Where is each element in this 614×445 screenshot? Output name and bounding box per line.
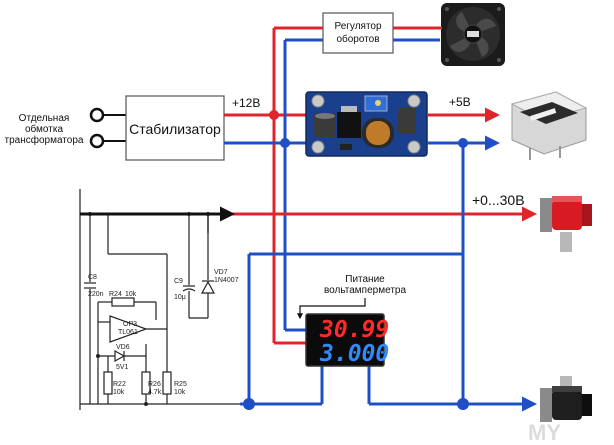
r24-value: 10k xyxy=(125,291,137,298)
volt-ampere-meter: 30.99 3.000 xyxy=(305,313,389,367)
r24-ref: R24 xyxy=(109,291,122,298)
voltmeter-power-line2: вольтамперметра xyxy=(324,285,406,296)
winding-label-line3: трансформатора xyxy=(5,134,84,146)
meter-voltage-display: 30.99 xyxy=(319,317,389,343)
watermark: MY xyxy=(528,420,561,445)
winding-label-line2: обмотка xyxy=(25,123,63,135)
blue-return-wires xyxy=(240,143,537,412)
schematic-fragment xyxy=(79,189,240,410)
op3-value: TL061 xyxy=(118,329,138,336)
winding-input: Отдельная обмотка трансформатора xyxy=(5,107,126,149)
vd7-value: 1N4007 xyxy=(214,277,239,284)
stabilizer-label: Стабилизатор xyxy=(129,121,221,137)
label-plus12v: +12В xyxy=(232,96,260,110)
fan-regulator-box xyxy=(322,12,394,54)
red-terminal-image xyxy=(540,196,592,252)
junction-ground-top xyxy=(280,138,290,148)
junction-ground-left xyxy=(243,398,255,410)
fan-image xyxy=(441,3,505,66)
r25-ref: R25 xyxy=(174,381,187,388)
blue-ground-bus xyxy=(224,38,440,332)
vd7-ref: VD7 xyxy=(214,269,228,276)
input-terminal-1 xyxy=(89,107,105,123)
black-terminal-image xyxy=(540,376,592,422)
c9-ref: C9 xyxy=(174,278,183,285)
label-plus5v: +5В xyxy=(449,95,471,109)
buck-converter-image xyxy=(305,91,428,157)
usb-socket-image xyxy=(510,91,588,160)
r22-value: 10k xyxy=(113,389,125,396)
fan-regulator-line1: Регулятор xyxy=(334,21,381,32)
r26-value: 4.7k xyxy=(148,389,162,396)
label-plus0-30v: +0...30В xyxy=(472,192,525,208)
op3-ref: OP3 xyxy=(123,321,137,328)
voltmeter-power-line1: Питание xyxy=(345,274,385,285)
meter-current-display: 3.000 xyxy=(319,341,389,367)
c8-ref: C8 xyxy=(88,274,97,281)
r26-ref: R26 xyxy=(148,381,161,388)
c9-value: 10μ xyxy=(174,294,186,301)
junction-ground-right xyxy=(457,398,469,410)
vd6-ref: VD6 xyxy=(116,344,130,351)
winding-label-line1: Отдельная xyxy=(19,113,70,124)
vd6-value: 5V1 xyxy=(116,364,129,371)
r25-value: 10k xyxy=(174,389,186,396)
red-12v-bus xyxy=(224,26,440,345)
fan-regulator-line2: оборотов xyxy=(336,33,379,45)
junction-12v xyxy=(269,110,279,120)
stabilizer-box xyxy=(125,95,225,161)
input-terminal-2 xyxy=(89,133,105,149)
r22-ref: R22 xyxy=(113,381,126,388)
c8-value: 220n xyxy=(88,291,104,298)
